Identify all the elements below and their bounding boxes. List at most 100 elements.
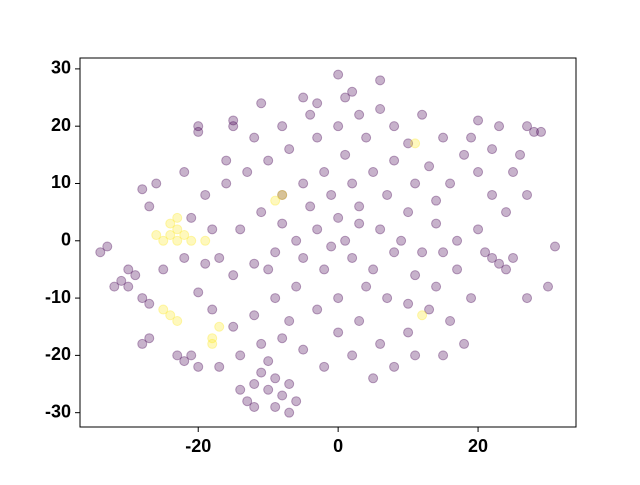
point [459,149,470,160]
point [284,315,295,326]
point [263,264,274,275]
point [326,189,337,200]
point [144,298,155,309]
point [277,189,288,200]
y-tick-label: 30 [51,58,71,78]
point [151,178,162,189]
point [249,379,260,390]
point [291,396,302,407]
point [326,241,337,252]
point [431,218,442,229]
point [487,189,498,200]
point [277,390,288,401]
point [123,281,134,292]
point [389,155,400,166]
point [354,315,365,326]
point [207,333,218,344]
point [277,333,288,344]
point [319,167,330,178]
y-tick-label: -30 [45,401,71,421]
point [123,264,134,275]
point [200,235,211,246]
point [312,132,323,143]
point [354,201,365,212]
point [270,401,281,412]
point [193,287,204,298]
point [116,275,127,286]
point [522,293,533,304]
y-tick-label: 0 [61,230,71,250]
point [452,264,463,275]
point [284,407,295,418]
point [298,92,309,103]
point [508,167,519,178]
point [347,350,358,361]
point [389,121,400,132]
point [144,201,155,212]
point [165,230,176,241]
point [403,327,414,338]
point [172,224,183,235]
point [431,281,442,292]
point [312,98,323,109]
point [417,310,428,321]
point [382,189,393,200]
point [473,115,484,126]
point [165,310,176,321]
point [172,315,183,326]
point [277,218,288,229]
point [221,155,232,166]
point [536,126,547,137]
point [354,218,365,229]
point [179,230,190,241]
point [256,98,267,109]
point [473,224,484,235]
point [410,350,421,361]
point [256,367,267,378]
point [333,212,344,223]
point [263,155,274,166]
y-tick-label: 20 [51,115,71,135]
point [186,350,197,361]
point [368,373,379,384]
y-tick-label: 10 [51,172,71,192]
point [550,241,561,252]
point [277,121,288,132]
point [354,109,365,120]
point [389,247,400,258]
point [459,338,470,349]
point [263,356,274,367]
point [172,212,183,223]
point [207,338,218,349]
point [361,132,372,143]
point [431,195,442,206]
point [172,235,183,246]
point [375,338,386,349]
point [214,252,225,263]
point [207,304,218,315]
point [263,384,274,395]
point [242,167,253,178]
point [298,344,309,355]
point [410,178,421,189]
point [424,304,435,315]
point [137,338,148,349]
point [445,178,456,189]
point [508,252,519,263]
point [480,247,491,258]
point [466,132,477,143]
point [438,247,449,258]
point [284,144,295,155]
point [515,149,526,160]
x-tick-label: 0 [333,436,343,456]
point [438,132,449,143]
point [214,361,225,372]
point [249,132,260,143]
point [417,109,428,120]
point [452,235,463,246]
point [375,75,386,86]
point [249,258,260,269]
point [228,115,239,126]
point [340,235,351,246]
point [193,361,204,372]
